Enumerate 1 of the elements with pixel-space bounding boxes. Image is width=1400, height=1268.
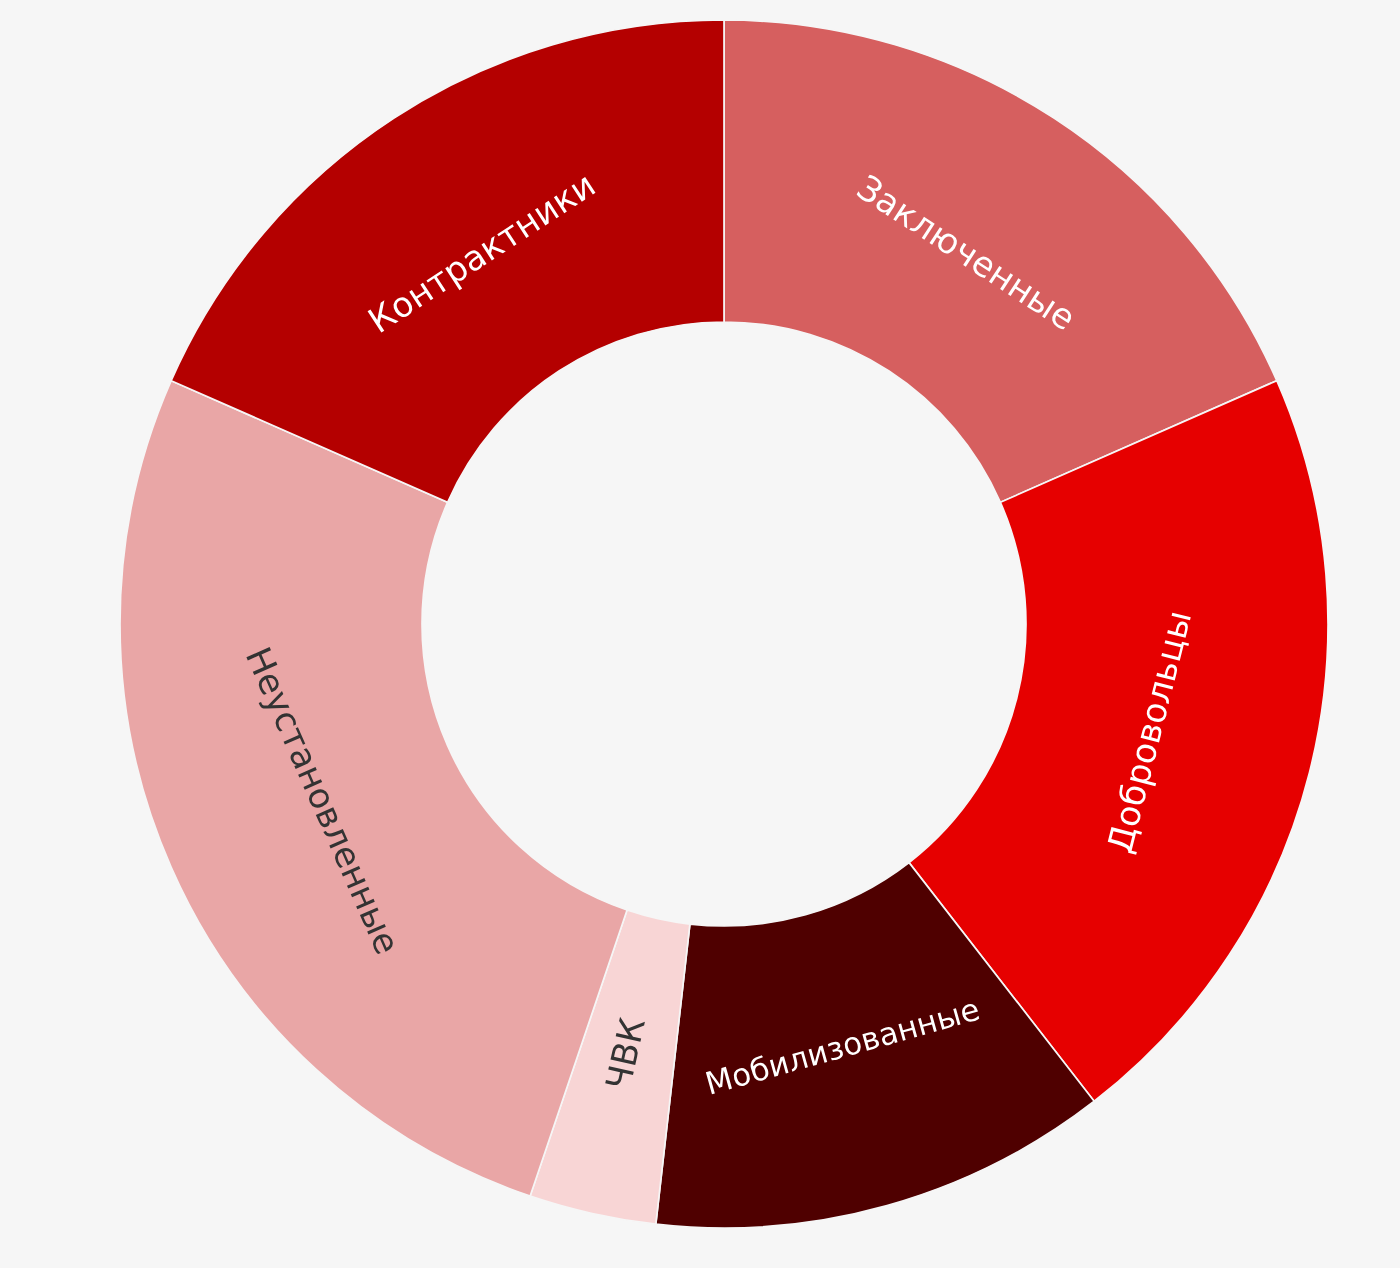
slice-label: ЧВК [605,1016,645,1089]
